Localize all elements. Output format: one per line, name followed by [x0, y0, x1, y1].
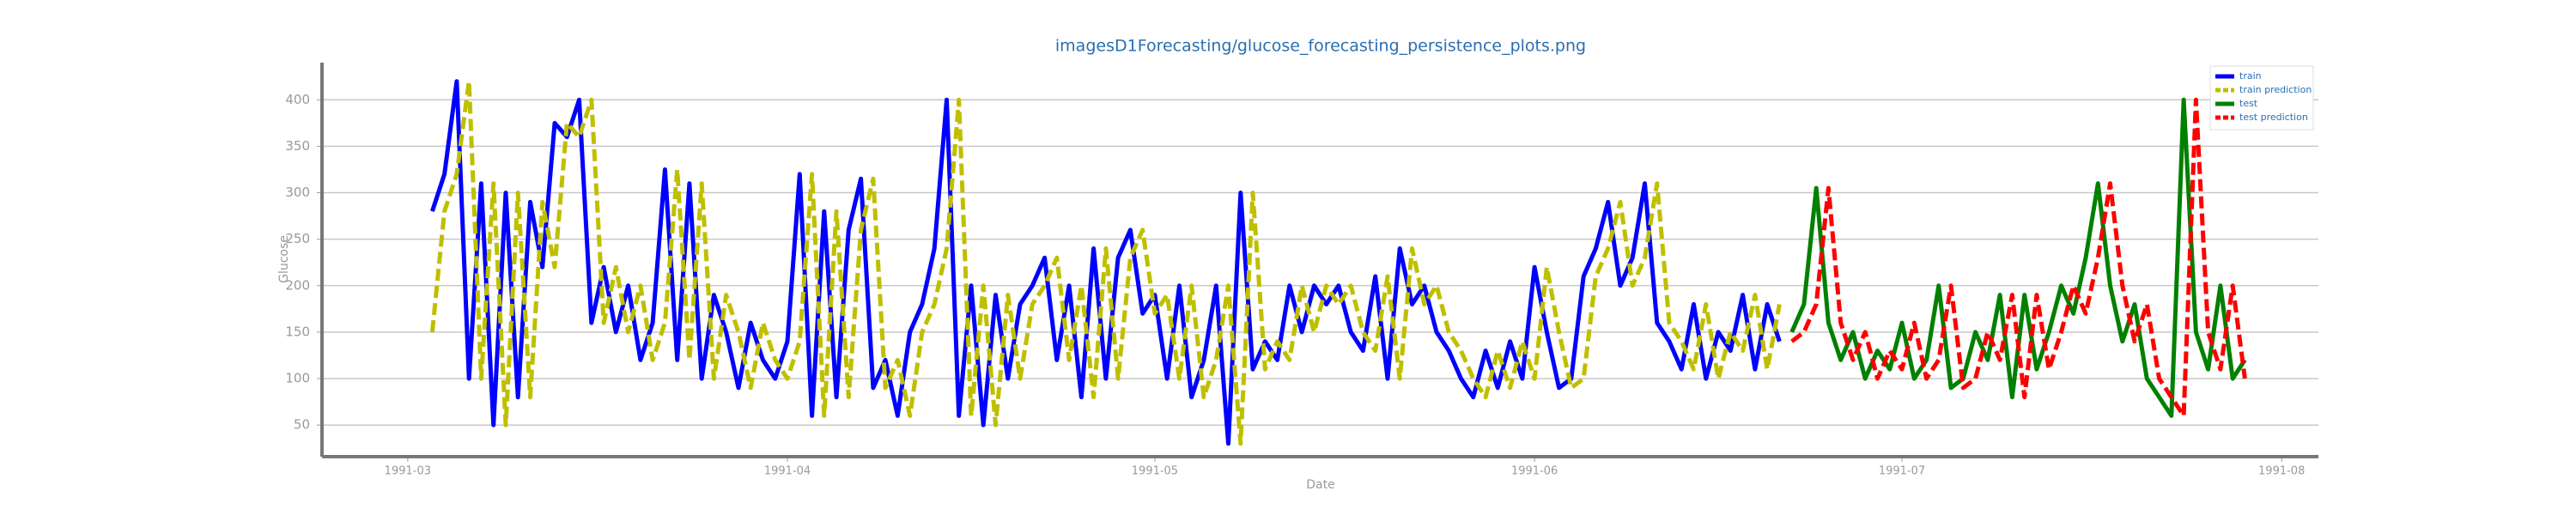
y-tick-label: 250: [285, 231, 310, 246]
legend-label: test prediction: [2239, 112, 2308, 123]
y-tick-label: 400: [285, 92, 310, 107]
series-line: [1790, 97, 2247, 418]
y-tick-label: 100: [285, 371, 310, 386]
x-tick-label: 1991-05: [1132, 465, 1178, 478]
series-line: [430, 79, 1782, 446]
x-tick-label: 1991-06: [1511, 465, 1558, 478]
legend-label: train: [2239, 70, 2262, 82]
y-tick-label: 50: [294, 417, 310, 433]
y-tick-label: 150: [285, 324, 310, 339]
chart-title: imagesD1Forecasting/glucose_forecasting_…: [1055, 37, 1586, 56]
y-axis-label: Glucose: [277, 235, 291, 283]
x-axis-label: Date: [1306, 478, 1334, 492]
y-tick-label: 350: [285, 138, 310, 154]
legend-label: test: [2239, 98, 2258, 109]
legend-label: train prediction: [2239, 84, 2312, 95]
x-tick-label: 1991-04: [764, 465, 811, 478]
y-tick-label: 200: [285, 277, 310, 293]
x-tick-label: 1991-07: [1879, 465, 1925, 478]
x-tick-label: 1991-08: [2258, 465, 2305, 478]
y-tick-label: 300: [285, 185, 310, 200]
series-line: [1789, 97, 2247, 418]
x-tick-label: 1991-03: [385, 465, 431, 478]
series-line: [429, 79, 1782, 446]
